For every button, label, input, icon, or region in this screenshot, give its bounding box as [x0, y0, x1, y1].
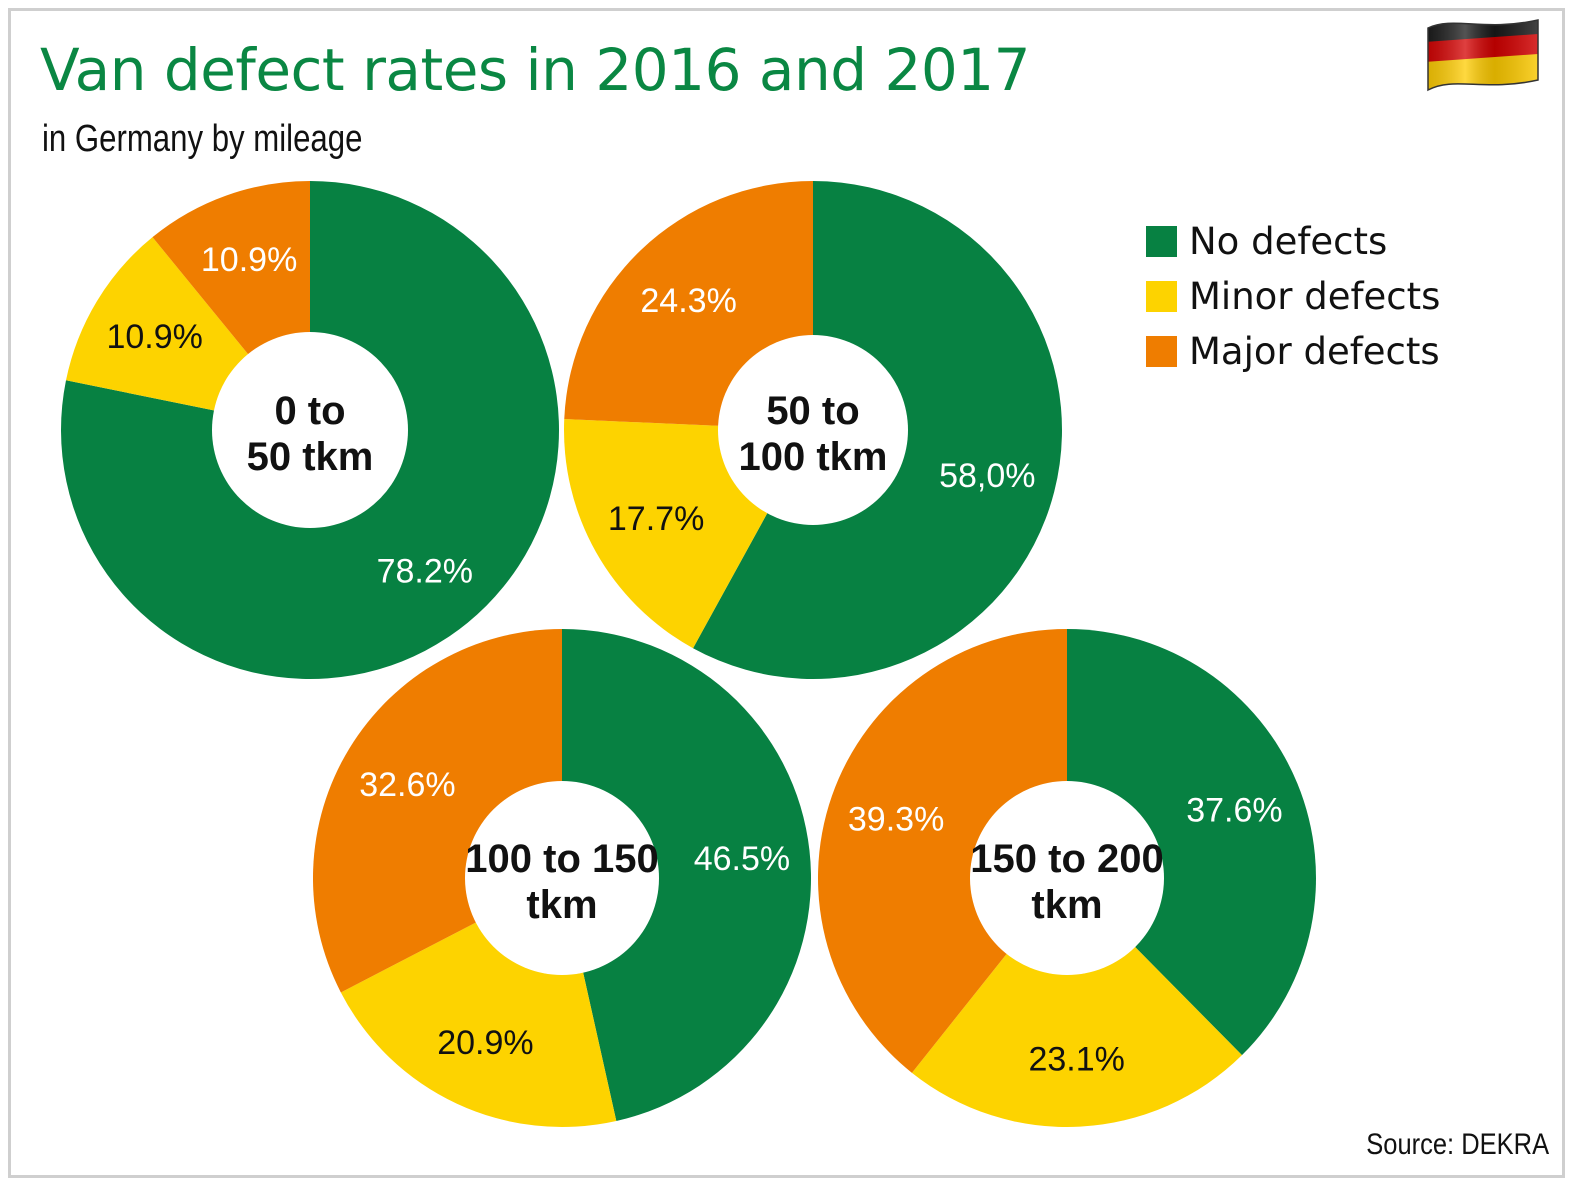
- donut-center-label: 50 tkm: [247, 435, 374, 479]
- slice-no-defects: [562, 629, 811, 1121]
- slice-label-no-defects: 58,0%: [939, 457, 1035, 495]
- legend-label-no-defects: No defects: [1189, 220, 1388, 263]
- donut-hole: [718, 335, 908, 525]
- legend-swatch-minor-defects: [1146, 281, 1177, 312]
- slice-label-minor-defects: 23.1%: [1028, 1041, 1124, 1079]
- slice-label-no-defects: 46.5%: [694, 840, 790, 878]
- slice-no-defects: [1067, 629, 1316, 1056]
- donut-center-label: 0 to: [274, 389, 345, 433]
- donut-center-label: 100 tkm: [739, 435, 888, 479]
- slice-label-minor-defects: 10.9%: [106, 318, 202, 356]
- donut-hole: [212, 332, 408, 528]
- slice-label-no-defects: 78.2%: [377, 553, 473, 591]
- legend: No defects Minor defects Major defects: [1146, 214, 1440, 379]
- legend-label-major-defects: Major defects: [1189, 330, 1440, 373]
- slice-minor-defects: [911, 878, 1242, 1127]
- donut-hole: [465, 781, 659, 975]
- slice-label-minor-defects: 20.9%: [437, 1024, 533, 1062]
- chart-subtitle: in Germany by mileage: [42, 118, 363, 160]
- slice-label-minor-defects: 17.7%: [608, 500, 704, 538]
- donut-center-label: 150 to 200: [970, 837, 1163, 881]
- slice-label-major-defects: 32.6%: [359, 766, 455, 804]
- source-note: Source: DEKRA: [1366, 1128, 1549, 1161]
- legend-item-major-defects: Major defects: [1146, 324, 1440, 379]
- legend-label-minor-defects: Minor defects: [1189, 275, 1441, 318]
- slice-label-major-defects: 39.3%: [848, 800, 944, 838]
- slice-label-major-defects: 24.3%: [640, 282, 736, 320]
- slice-major-defects: [817, 628, 1067, 1073]
- chart-title: Van defect rates in 2016 and 2017: [40, 36, 1031, 104]
- germany-flag-icon: [1427, 19, 1539, 92]
- legend-swatch-major-defects: [1146, 336, 1177, 367]
- legend-item-no-defects: No defects: [1146, 214, 1440, 269]
- donut-center-label: tkm: [526, 883, 597, 927]
- donut-center-label: 100 to 150: [465, 837, 658, 881]
- slice-label-no-defects: 37.6%: [1186, 791, 1282, 829]
- donut-center-label: 50 to: [766, 389, 859, 433]
- donut-center-label: tkm: [1031, 883, 1102, 927]
- legend-item-minor-defects: Minor defects: [1146, 269, 1440, 324]
- legend-swatch-no-defects: [1146, 226, 1177, 257]
- donut-hole: [970, 781, 1164, 975]
- slice-label-major-defects: 10.9%: [201, 241, 297, 279]
